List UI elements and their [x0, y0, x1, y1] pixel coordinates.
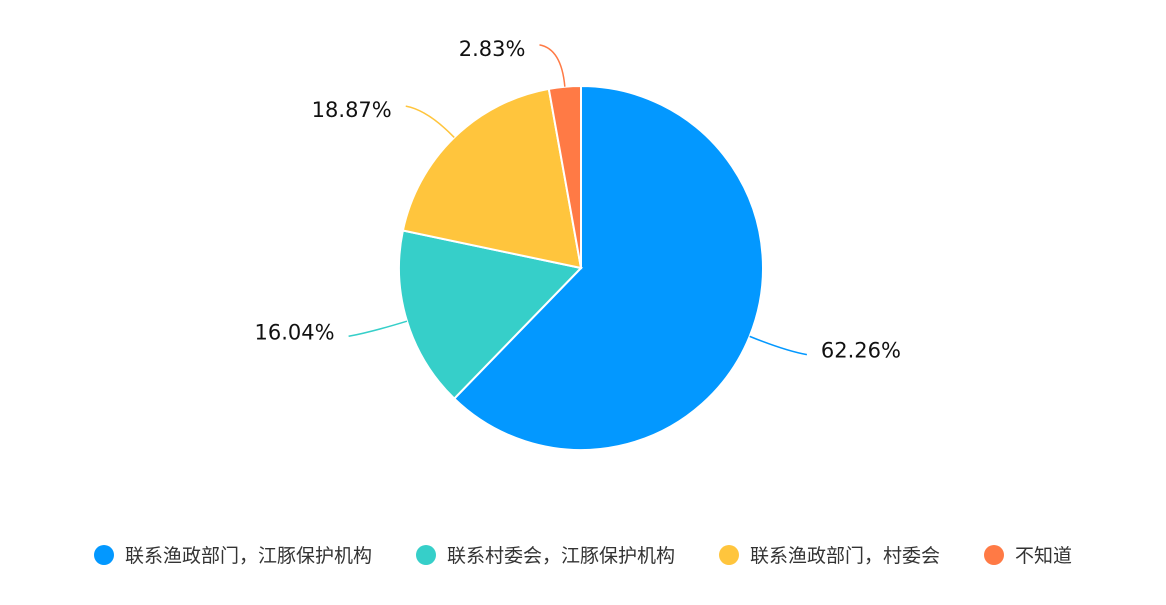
- legend-label: 联系渔政部门，村委会: [750, 545, 941, 567]
- leader-line: [539, 44, 566, 87]
- legend: 联系渔政部门，江豚保护机构 联系村委会，江豚保护机构 联系渔政部门，村委会 不知…: [0, 541, 1166, 568]
- legend-item[interactable]: 联系渔政部门，江豚保护机构: [93, 541, 372, 568]
- pie-slice[interactable]: [398, 229, 583, 401]
- legend-label: 不知道: [1015, 545, 1073, 567]
- legend-item[interactable]: 不知道: [984, 541, 1072, 568]
- data-label: 62.26%: [821, 339, 901, 363]
- legend-label: 联系渔政部门，江豚保护机构: [124, 545, 372, 567]
- legend-dot-icon: [415, 544, 436, 565]
- leader-line: [749, 335, 808, 356]
- leader-line: [405, 105, 455, 138]
- legend-dot-icon: [719, 544, 739, 565]
- legend-item[interactable]: 联系村委会，江豚保护机构: [415, 541, 675, 568]
- data-label: 2.83%: [459, 37, 526, 61]
- legend-dot-icon: [93, 544, 114, 565]
- pie-slice[interactable]: [547, 84, 582, 269]
- data-label: 16.04%: [255, 320, 335, 344]
- legend-label: 联系村委会，江豚保护机构: [446, 545, 675, 567]
- data-label: 18.87%: [312, 98, 392, 122]
- leader-line: [348, 320, 408, 338]
- legend-item[interactable]: 联系渔政部门，村委会: [719, 541, 940, 568]
- legend-dot-icon: [984, 544, 1005, 565]
